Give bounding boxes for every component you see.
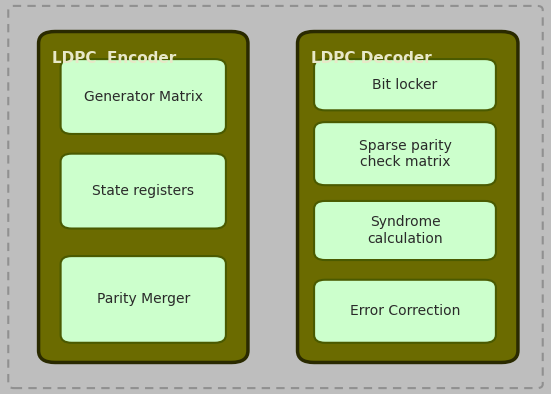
Text: LDPC  Encoder: LDPC Encoder: [52, 51, 176, 66]
Text: Generator Matrix: Generator Matrix: [84, 89, 203, 104]
Text: Syndrome
calculation: Syndrome calculation: [367, 216, 443, 245]
FancyBboxPatch shape: [8, 6, 543, 388]
Text: Bit locker: Bit locker: [372, 78, 437, 92]
FancyBboxPatch shape: [314, 201, 496, 260]
FancyBboxPatch shape: [61, 59, 226, 134]
FancyBboxPatch shape: [314, 280, 496, 343]
Text: Parity Merger: Parity Merger: [96, 292, 190, 307]
FancyBboxPatch shape: [39, 32, 248, 362]
FancyBboxPatch shape: [314, 59, 496, 110]
FancyBboxPatch shape: [298, 32, 518, 362]
Text: Sparse parity
check matrix: Sparse parity check matrix: [359, 139, 451, 169]
Text: LDPC Decoder: LDPC Decoder: [311, 51, 432, 66]
FancyBboxPatch shape: [314, 122, 496, 185]
FancyBboxPatch shape: [61, 256, 226, 343]
FancyBboxPatch shape: [61, 154, 226, 229]
Text: Error Correction: Error Correction: [350, 304, 460, 318]
Text: State registers: State registers: [92, 184, 195, 198]
